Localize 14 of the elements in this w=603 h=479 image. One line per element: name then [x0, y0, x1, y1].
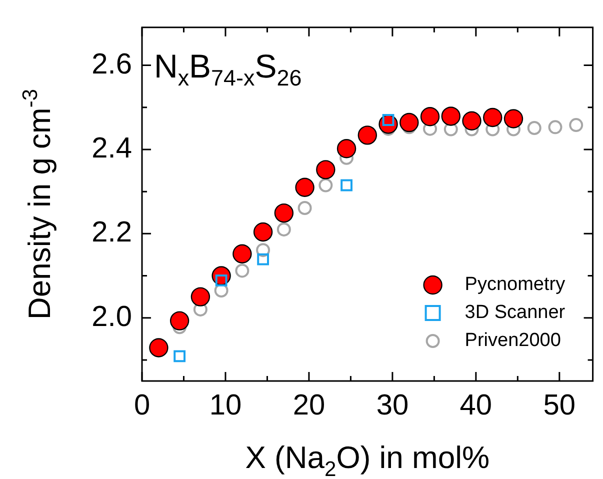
y-tick-label: 2.2: [92, 216, 132, 249]
x-tick-label: 40: [460, 389, 492, 422]
x-tick-label: 50: [543, 389, 576, 422]
x-tick-label: 30: [376, 389, 409, 422]
y-tick-label: 2.0: [92, 300, 132, 333]
legend-label: 3D Scanner: [464, 302, 566, 324]
y-tick-label: 2.6: [92, 48, 132, 80]
legend-label: Priven2000: [464, 330, 561, 352]
x-tick-label: 20: [292, 389, 326, 422]
x-tick-label: 10: [209, 389, 242, 422]
y-tick-label: 2.4: [92, 132, 132, 164]
legend-label: Pycnometry: [464, 274, 566, 296]
x-tick-label: 0: [134, 389, 150, 422]
y-axis-title: Density in g cm-3: [18, 88, 57, 320]
